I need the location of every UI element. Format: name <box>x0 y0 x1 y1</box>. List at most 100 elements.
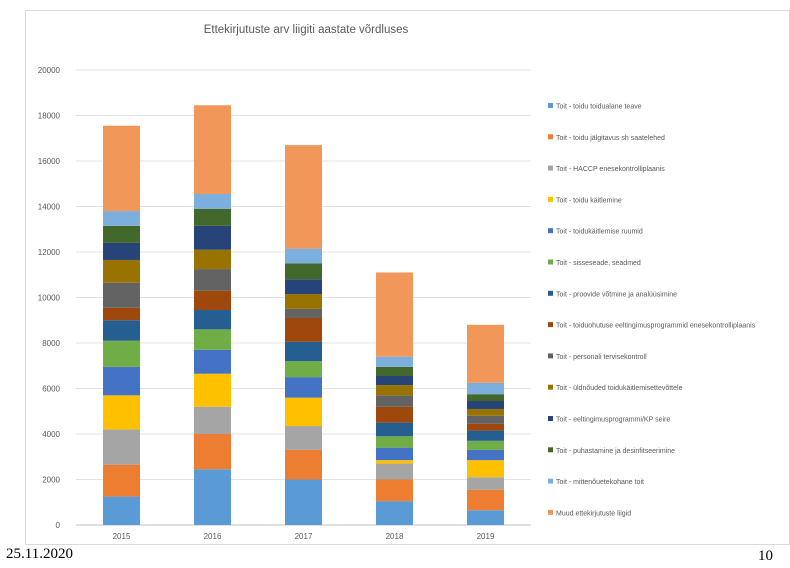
legend-swatch <box>548 134 553 140</box>
legend-label: Toit - toiduohutuse eeltingimusprogrammi… <box>556 323 756 330</box>
legend-swatch <box>548 322 553 328</box>
bar-segment <box>285 341 322 362</box>
x-tick-label: 2017 <box>295 532 313 541</box>
bar-segment <box>103 496 140 525</box>
legend-label: Toit - proovide võtmine ja analüüsimine <box>556 291 677 298</box>
y-tick-label: 4000 <box>42 430 60 439</box>
y-tick-label: 20000 <box>38 66 61 75</box>
x-tick-label: 2019 <box>477 532 495 541</box>
bar-segment <box>467 382 504 395</box>
bar-segment <box>376 366 413 376</box>
bar-segment <box>103 282 140 308</box>
y-tick-label: 8000 <box>42 339 60 348</box>
bar-segment <box>467 430 504 441</box>
legend-swatch <box>548 165 553 171</box>
y-axis-tick-labels: 0 2000 4000 6000 8000 10000 12000 14000 16000 180… <box>38 66 61 530</box>
bar-segment <box>194 208 231 226</box>
bar-segment <box>285 426 322 450</box>
legend-label: Toit - toidukäitlemise ruumid <box>556 229 643 236</box>
bar-segment <box>194 269 231 291</box>
bar-segment <box>194 105 231 194</box>
chart-frame: Ettekirjutuste arv liigiti aastate võrdl… <box>25 10 790 545</box>
bar-segment <box>194 434 231 470</box>
legend-swatch <box>548 447 553 453</box>
bar-segment <box>194 349 231 374</box>
bar-segment <box>467 408 504 416</box>
bar-segment <box>194 329 231 350</box>
bar-segment <box>103 211 140 226</box>
bar-segment <box>285 377 322 398</box>
legend-label: Toit - sisseseade, seadmed <box>556 260 641 267</box>
bar-segment <box>376 272 413 357</box>
legend-label: Toit - puhastamine ja desinfitseerimine <box>556 448 675 455</box>
x-tick-label: 2015 <box>113 532 131 541</box>
bar-segment <box>467 324 504 383</box>
bar-segment <box>285 279 322 295</box>
bar-segment <box>194 469 231 525</box>
legend-swatch <box>548 228 553 234</box>
bar-segment <box>285 317 322 342</box>
bar-segment <box>376 375 413 386</box>
bar-segment <box>103 429 140 465</box>
legend-label: Toit - üldnõuded toidukäitlemisettevõtte… <box>556 385 683 392</box>
legend-swatch <box>548 290 553 296</box>
bar-segment <box>376 479 413 502</box>
bar-segment <box>467 423 504 431</box>
bar-segment <box>194 249 231 270</box>
y-tick-label: 14000 <box>38 203 61 212</box>
x-tick-label: 2016 <box>204 532 222 541</box>
legend-swatch <box>548 384 553 390</box>
bar-segment <box>103 320 140 341</box>
bar-segment <box>285 308 322 318</box>
bar-segment <box>467 415 504 424</box>
bar-segment <box>194 373 231 407</box>
legend: Toit - toidu toidualane teave Toit - toid… <box>548 103 756 517</box>
y-tick-label: 6000 <box>42 385 60 394</box>
bar-segment <box>103 125 140 212</box>
bar-segment <box>285 479 322 525</box>
bar-segment <box>376 501 413 525</box>
bar-segment <box>376 356 413 367</box>
bar-segment <box>467 440 504 450</box>
bar-segment <box>467 460 504 478</box>
bar-segment <box>103 366 140 396</box>
bar-segment <box>467 477 504 490</box>
bar-segment <box>376 406 413 423</box>
legend-swatch <box>548 353 553 359</box>
slide-page-number: 10 <box>758 548 773 564</box>
bar-segment <box>285 263 322 280</box>
bar-segment <box>467 449 504 461</box>
bar-segment <box>285 361 322 378</box>
bar-segment <box>103 395 140 430</box>
bar-segment <box>285 294 322 309</box>
bar-segment <box>376 422 413 437</box>
bars <box>103 105 504 525</box>
chart-title: Ettekirjutuste arv liigiti aastate võrdl… <box>204 24 409 36</box>
legend-label: Toit - mittenõuetekohane toit <box>556 479 644 486</box>
bar-segment <box>194 225 231 250</box>
bar-segment <box>285 145 322 249</box>
legend-swatch <box>548 259 553 265</box>
bar-segment <box>467 510 504 525</box>
y-tick-label: 10000 <box>38 294 61 303</box>
bar-segment <box>285 397 322 427</box>
bar-segment <box>194 290 231 311</box>
bar-segment <box>467 394 504 402</box>
bar-segment <box>467 489 504 511</box>
legend-swatch <box>548 196 553 202</box>
legend-label: Muud ettekirjutuste liigid <box>556 510 631 517</box>
bar-segment <box>376 460 413 464</box>
bar-segment <box>376 436 413 448</box>
bar-segment <box>103 464 140 497</box>
bar-segment <box>376 447 413 461</box>
legend-label: Toit - toidu toidualane teave <box>556 104 642 111</box>
bar-segment <box>103 242 140 260</box>
x-tick-label: 2018 <box>386 532 404 541</box>
legend-label: Toit - toidu käitlemine <box>556 197 622 204</box>
legend-label: Toit - toidu jälgitavus sh saatelehed <box>556 135 665 142</box>
bar-segment <box>467 401 504 409</box>
bar-segment <box>376 395 413 407</box>
bar-segment <box>194 310 231 330</box>
bar-segment <box>194 193 231 209</box>
bar-segment <box>103 340 140 367</box>
